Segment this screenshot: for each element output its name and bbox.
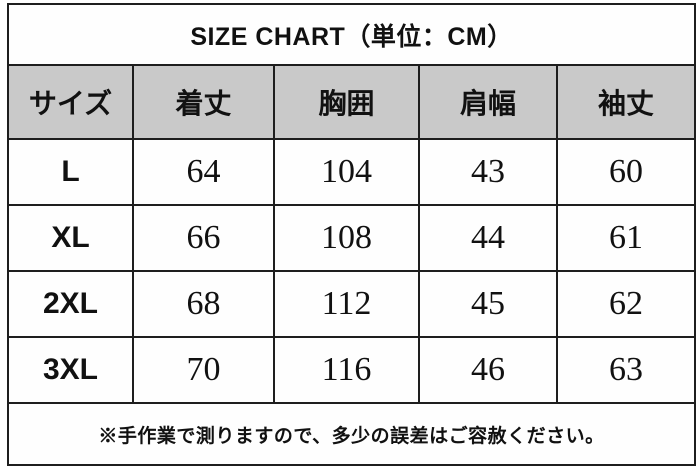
length-value: 68 [132,270,275,338]
column-header-sleeve: 袖丈 [555,64,697,140]
chest-value: 104 [273,138,420,206]
table-row-xl: XL 66 108 44 61 [7,204,697,272]
page-title: SIZE CHART（単位：CM） [6,3,697,66]
length-value: 64 [132,138,275,206]
sleeve-value: 63 [555,336,697,404]
length-value: 66 [132,204,275,272]
measurement-disclaimer: ※手作業で測りますので、多少の誤差はご容赦ください。 [6,402,697,466]
column-header-shoulder: 肩幅 [418,64,558,140]
column-header-size: サイズ [7,64,134,140]
sleeve-value: 60 [555,138,697,206]
size-chart-table: SIZE CHART（単位：CM） サイズ 着丈 胸囲 肩幅 袖丈 L 64 1… [6,3,697,466]
chest-value: 116 [273,336,420,404]
size-label: XL [7,204,134,272]
length-value: 70 [132,336,275,404]
table-row-3xl: 3XL 70 116 46 63 [7,336,697,404]
sleeve-value: 61 [555,204,697,272]
table-row-2xl: 2XL 68 112 45 62 [7,270,697,338]
shoulder-value: 46 [418,336,558,404]
shoulder-value: 43 [418,138,558,206]
column-header-chest: 胸囲 [273,64,420,140]
shoulder-value: 44 [418,204,558,272]
footer-note-row: ※手作業で測りますので、多少の誤差はご容赦ください。 [6,402,697,466]
size-label: L [7,138,134,206]
size-label: 3XL [7,336,134,404]
table-header-row: サイズ 着丈 胸囲 肩幅 袖丈 [7,64,697,140]
chest-value: 112 [273,270,420,338]
sleeve-value: 62 [555,270,697,338]
size-label: 2XL [7,270,134,338]
column-header-length: 着丈 [132,64,275,140]
shoulder-value: 45 [418,270,558,338]
title-row: SIZE CHART（単位：CM） [6,3,697,66]
table-row-l: L 64 104 43 60 [7,138,697,206]
chest-value: 108 [273,204,420,272]
